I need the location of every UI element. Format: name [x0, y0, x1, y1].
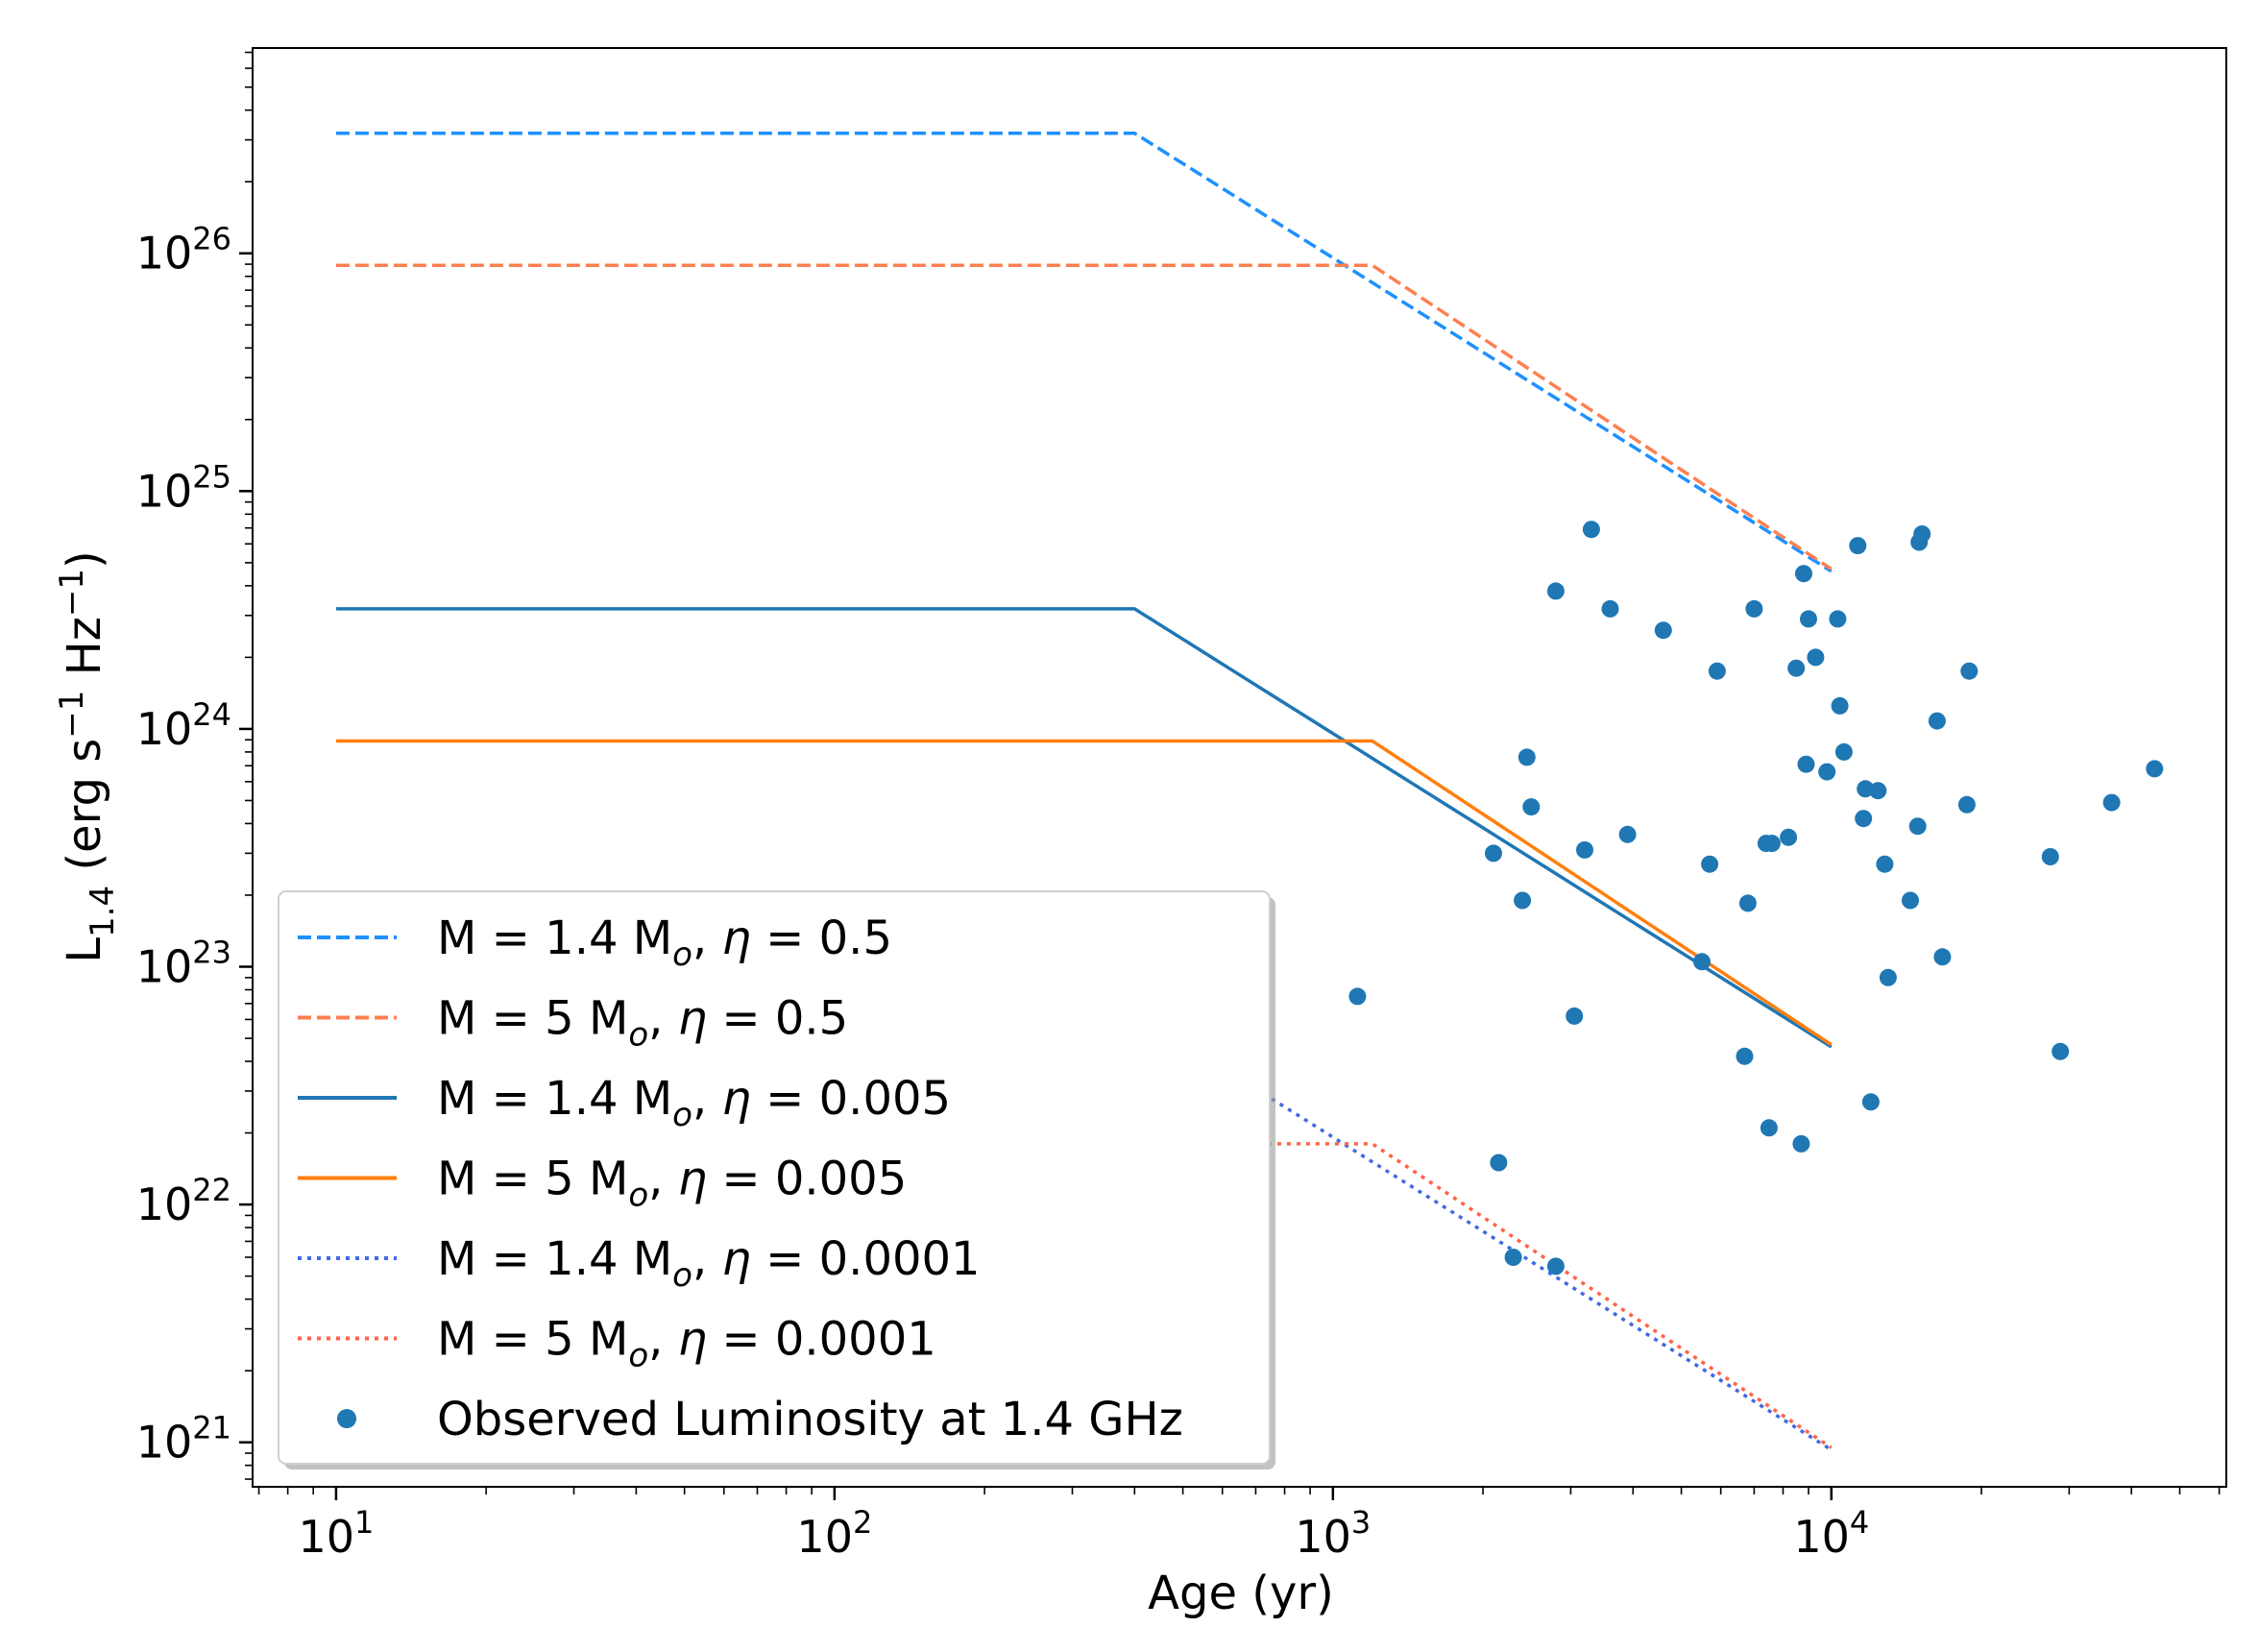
data-point [1807, 648, 1825, 667]
y-tick-label: 1023 [136, 935, 231, 993]
x-axis-title: Age (yr) [1148, 1567, 1334, 1620]
data-point [1566, 1007, 1584, 1025]
data-point [1797, 755, 1815, 773]
x-tick-label: 104 [1793, 1504, 1869, 1563]
data-point [1522, 798, 1541, 816]
y-tick-label: 1021 [136, 1410, 231, 1469]
series-line-6 [335, 1142, 1833, 1449]
series-line-1 [335, 131, 1833, 573]
legend-label: M = 5 Mo, η = 0.0001 [437, 1313, 936, 1375]
data-point [2146, 760, 2164, 778]
scatter-layer [1348, 521, 2164, 1275]
legend-marker [337, 1409, 356, 1428]
series-line-2 [335, 263, 1833, 571]
data-point [1601, 599, 1619, 618]
series-line-3 [335, 607, 1833, 1049]
y-tick-label: 1024 [136, 696, 231, 755]
data-point [1485, 844, 1502, 862]
data-point [1738, 894, 1757, 912]
legend: M = 1.4 Mo, η = 0.5 M = 5 Mo, η = 0.5 M = … [278, 890, 1275, 1470]
data-point [1913, 525, 1931, 543]
data-point [1576, 840, 1593, 859]
data-point [1582, 521, 1600, 539]
data-point [1908, 817, 1927, 836]
data-point [1745, 599, 1763, 618]
y-tick-label: 1026 [136, 221, 231, 279]
data-point [1654, 621, 1672, 640]
data-point [1760, 1119, 1778, 1137]
data-point [1348, 987, 1367, 1006]
legend-label: M = 1.4 Mo, η = 0.005 [437, 1072, 951, 1134]
data-point [1834, 742, 1853, 761]
data-point [2041, 848, 2059, 865]
data-point [1792, 1134, 1810, 1153]
y-tick-label: 1022 [136, 1172, 231, 1230]
legend-box [278, 890, 1271, 1465]
data-point [1618, 825, 1637, 843]
y-tick-label: 1025 [136, 458, 231, 517]
legend-label: M = 1.4 Mo, η = 0.0001 [437, 1232, 981, 1295]
data-point [1933, 948, 1952, 966]
legend-label: M = 1.4 Mo, η = 0.5 [437, 911, 892, 974]
data-point [1829, 610, 1847, 628]
plot-frame [252, 47, 2227, 1488]
data-point [2102, 793, 2121, 812]
data-point [1818, 763, 1836, 781]
data-point [1957, 795, 1976, 814]
y-axis-title: L1.4 (erg s−1 Hz−1) [53, 550, 122, 963]
x-tick-label: 103 [1295, 1504, 1371, 1563]
data-point [1762, 835, 1781, 853]
data-point [1800, 610, 1817, 628]
data-point [1546, 582, 1565, 600]
legend-label: M = 5 Mo, η = 0.5 [437, 992, 848, 1055]
data-point [1855, 810, 1873, 828]
legend-label: M = 5 Mo, η = 0.005 [437, 1153, 907, 1215]
data-point [1517, 748, 1536, 766]
data-point [1780, 828, 1798, 846]
data-point [1787, 659, 1806, 677]
data-point [1876, 855, 1894, 873]
data-point [1795, 565, 1812, 583]
legend-label: Observed Luminosity at 1.4 GHz [437, 1393, 1183, 1446]
data-point [1928, 712, 1946, 730]
data-point [1960, 662, 1979, 680]
data-point [1490, 1154, 1508, 1172]
data-point [1736, 1047, 1754, 1065]
data-point [1879, 968, 1897, 986]
data-point [1902, 891, 1919, 910]
data-point [1701, 855, 1719, 873]
data-point [1693, 953, 1711, 971]
data-point [2052, 1042, 2070, 1060]
data-point [1514, 891, 1532, 910]
x-tick-label: 102 [796, 1504, 872, 1563]
data-point [1849, 537, 1867, 555]
x-tick-label: 101 [298, 1504, 374, 1563]
data-point [1861, 1093, 1880, 1111]
data-point [1546, 1257, 1565, 1275]
axes-layer: 101 102 103 104 1021 1022 1023 1024 1025 1026 [136, 47, 2227, 1563]
data-point [1504, 1249, 1522, 1266]
axis-labels: Age (yr) L1.4 (erg s−1 Hz−1) [53, 550, 1334, 1620]
data-point [1831, 696, 1849, 715]
data-point [1708, 662, 1726, 680]
data-point [1869, 782, 1887, 800]
series-line-4 [335, 739, 1833, 1047]
